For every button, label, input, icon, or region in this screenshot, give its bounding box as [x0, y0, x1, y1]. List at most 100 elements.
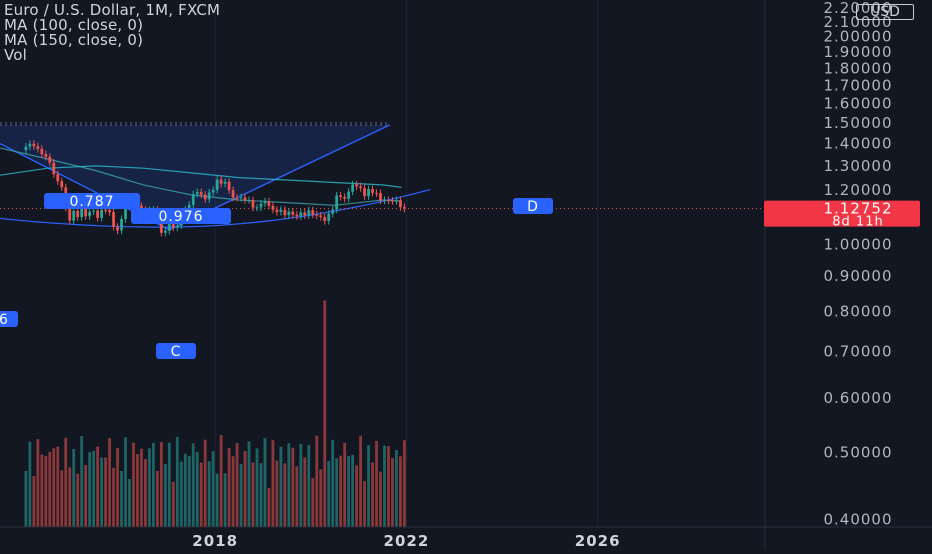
volume-bar — [315, 436, 318, 527]
volume-bar — [232, 456, 235, 527]
volume-bar — [327, 461, 330, 527]
candle-body — [395, 200, 398, 201]
volume-bar — [48, 452, 51, 527]
volume-bar — [44, 456, 47, 527]
candle-body — [72, 211, 75, 221]
ratio-label-0787-text: 0.787 — [69, 194, 114, 210]
volume-bar — [136, 454, 139, 527]
volume-bar — [180, 462, 183, 527]
price-tick-label: 0.70000 — [823, 343, 892, 361]
candle-body — [192, 194, 195, 205]
candle-body — [347, 192, 350, 199]
point-d-label-text: D — [527, 199, 539, 215]
volume-bar — [92, 451, 95, 527]
volume-bar — [291, 448, 294, 527]
ratio-label-0976[interactable]: 0.976 — [131, 208, 231, 225]
volume-bar — [196, 452, 199, 527]
ratio-label-0787[interactable]: 0.787 — [44, 193, 140, 210]
price-tick-label: 1.30000 — [823, 157, 892, 175]
ma150-legend[interactable]: MA (150, close, 0) — [4, 33, 220, 48]
volume-bar — [391, 458, 394, 527]
volume-bar — [140, 449, 143, 527]
candle-body — [383, 200, 386, 201]
volume-bar — [124, 437, 127, 527]
point-c-label[interactable]: C — [156, 343, 196, 360]
volume-bar — [84, 465, 87, 527]
volume-bar — [359, 436, 362, 527]
candle-body — [244, 197, 247, 200]
volume-bar — [108, 438, 111, 527]
volume-bar — [335, 458, 338, 527]
price-tick-label: 1.00000 — [823, 236, 892, 254]
candle-body — [339, 195, 342, 197]
volume-bar — [104, 458, 107, 527]
candle-body — [268, 201, 271, 205]
volume-bar — [395, 450, 398, 527]
ratio-label-0976-text: 0.976 — [158, 209, 203, 225]
volume-bar — [383, 446, 386, 527]
volume-bar — [303, 457, 306, 527]
pattern-labels: 0.787 0.976 C D 6 — [0, 193, 553, 360]
candle-body — [403, 207, 406, 209]
time-tick-label: 2018 — [192, 532, 238, 550]
volume-bar — [72, 449, 75, 527]
candle-body — [120, 219, 123, 231]
price-axis: 2.200002.100002.000001.900001.800001.700… — [764, 0, 920, 550]
volume-bar — [399, 456, 402, 527]
candle-body — [287, 212, 290, 216]
candle-body — [240, 197, 243, 198]
candle-body — [335, 195, 338, 209]
volume-bar — [256, 448, 259, 527]
candle-body — [60, 181, 63, 187]
volume-bar — [212, 451, 215, 527]
currency-button[interactable]: USD — [856, 4, 914, 20]
price-tick-label: 1.20000 — [823, 181, 892, 199]
candle-body — [331, 210, 334, 214]
candle-body — [399, 200, 402, 207]
volume-bar — [228, 448, 231, 527]
candle-body — [200, 192, 203, 195]
candle-body — [272, 206, 275, 210]
price-tick-label: 1.50000 — [823, 114, 892, 132]
volume-bar — [36, 439, 39, 527]
time-tick-label: 2026 — [575, 532, 621, 550]
candle-body — [371, 189, 374, 193]
candle-body — [248, 200, 251, 201]
candle-body — [56, 174, 59, 181]
volume-bar — [164, 464, 167, 527]
price-tick-label: 0.50000 — [823, 443, 892, 461]
volume-bar — [339, 456, 342, 527]
volume-bar — [56, 447, 59, 527]
candle-body — [307, 210, 310, 215]
volume-bar — [68, 467, 71, 527]
volume-bar — [367, 445, 370, 527]
volume-bar — [347, 456, 350, 527]
volume-bar — [351, 455, 354, 527]
candle-body — [228, 182, 231, 190]
candle-body — [295, 215, 298, 217]
candle-body — [303, 212, 306, 215]
candle-body — [280, 210, 283, 212]
volume-bar — [276, 461, 279, 527]
volume-bar — [88, 452, 91, 527]
candle-body — [220, 180, 223, 184]
candle-body — [283, 210, 286, 215]
volume-bar — [375, 441, 378, 527]
point-label-cut[interactable]: 6 — [0, 311, 18, 328]
volume-bar — [28, 442, 31, 527]
candle-body — [319, 215, 322, 217]
volume-bar — [236, 443, 239, 527]
price-tick-label: 1.70000 — [823, 76, 892, 94]
candle-body — [311, 210, 314, 214]
candle-body — [323, 217, 326, 221]
volume-legend[interactable]: Vol — [4, 48, 220, 63]
point-d-label[interactable]: D — [513, 198, 553, 215]
candle-body — [112, 212, 115, 227]
volume-bar — [343, 443, 346, 527]
volume-bar — [144, 459, 147, 527]
candle-body — [379, 193, 382, 200]
volume-bar — [216, 473, 219, 527]
chart-legend: Euro / U.S. Dollar, 1M, FXCM MA (100, cl… — [4, 3, 220, 63]
